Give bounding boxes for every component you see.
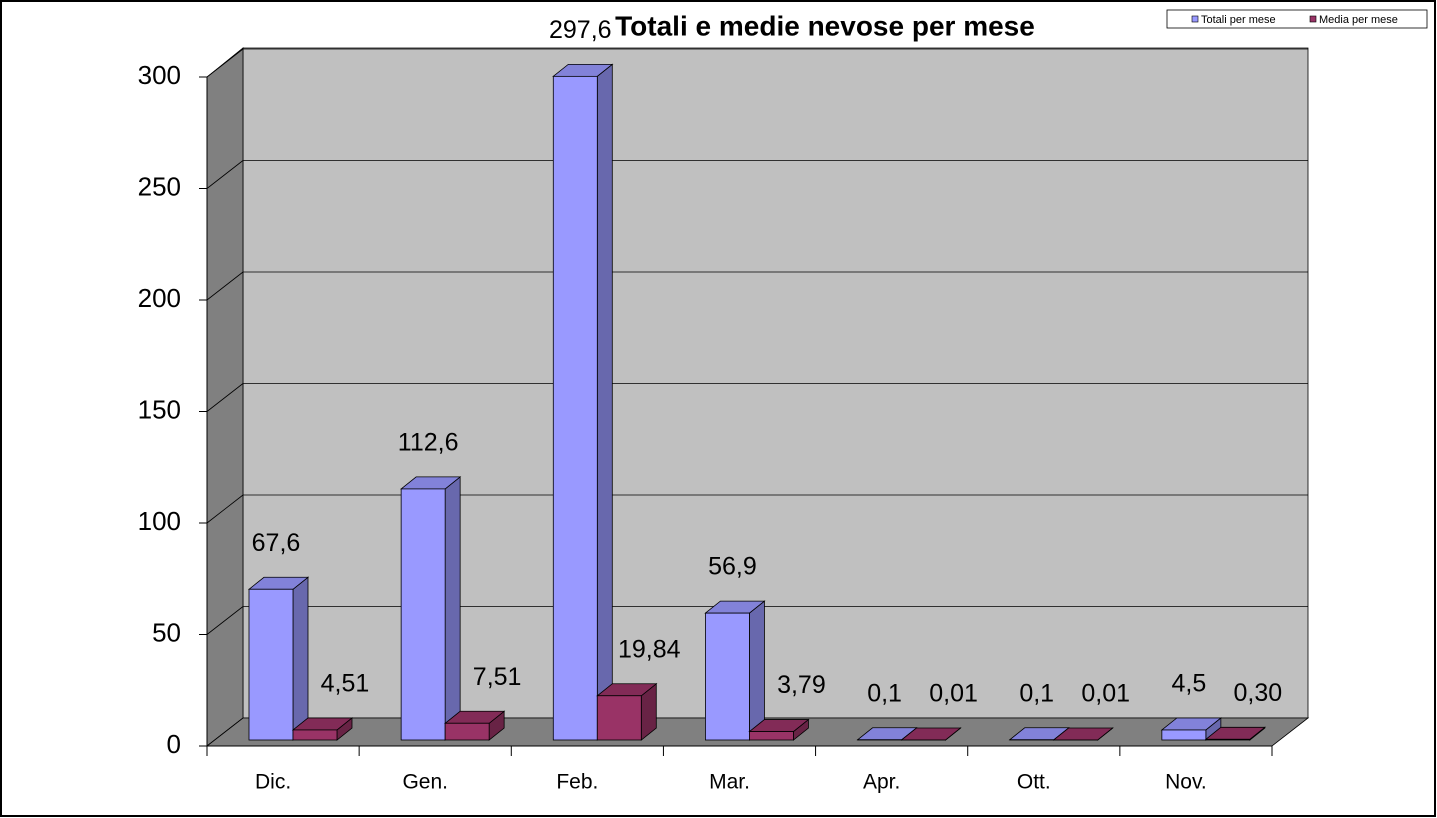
y-tick-label: 100 [138, 506, 181, 536]
x-tick-label: Gen. [402, 771, 448, 794]
bar [749, 731, 794, 741]
bar [400, 488, 446, 741]
x-tick-label: Nov. [1165, 771, 1207, 794]
legend-swatch [1309, 15, 1317, 23]
bar [248, 588, 294, 741]
value-label: 112,6 [398, 429, 459, 457]
x-tick-label: Apr. [863, 771, 900, 794]
x-tick-label: Dic. [255, 771, 291, 794]
legend-swatch [1191, 15, 1199, 23]
y-tick-label: 150 [138, 394, 181, 424]
x-tick-label: Feb. [556, 771, 598, 794]
grid-line-side [206, 494, 244, 524]
bar-side [596, 63, 613, 741]
value-label: 0,01 [1081, 680, 1130, 708]
y-tick-label: 250 [138, 171, 181, 201]
bar-side [292, 576, 309, 741]
grid-line-side [206, 383, 244, 412]
value-label: 4,5 [1171, 670, 1206, 698]
bar [596, 695, 642, 741]
value-label: 19,84 [618, 635, 681, 663]
grid-line-side [206, 271, 244, 301]
legend-label: Totali per mese [1201, 14, 1276, 26]
value-label: 3,79 [777, 671, 826, 699]
bar [552, 75, 598, 741]
value-label: 297,6 [549, 16, 612, 44]
value-label: 4,51 [321, 670, 370, 698]
bar-side [749, 600, 765, 741]
bar [444, 722, 490, 741]
bar [705, 612, 750, 741]
x-tick-label: Ott. [1017, 771, 1051, 794]
legend-label: Media per mese [1319, 14, 1398, 26]
y-tick-label: 200 [138, 283, 181, 313]
value-label: 7,51 [473, 663, 522, 691]
bar [292, 729, 338, 741]
grid-line-side [206, 160, 244, 189]
value-label: 0,1 [1019, 679, 1054, 707]
y-tick-label: 50 [152, 617, 181, 647]
bar-side [444, 476, 461, 741]
grid-line-side [206, 48, 244, 78]
x-tick-label: Mar. [709, 771, 750, 794]
grid-line-side [206, 606, 244, 635]
value-label: 56,9 [708, 553, 757, 581]
legend: Totali per mese Media per mese [1166, 9, 1428, 29]
bar [1205, 738, 1251, 741]
value-label: 0,1 [867, 679, 902, 707]
y-tick-label: 300 [138, 60, 181, 90]
chart-title: Totali e medie nevose per mese [615, 10, 1035, 41]
value-label: 67,6 [252, 529, 301, 557]
y-tick-label: 0 [167, 729, 181, 759]
legend-box [1166, 9, 1428, 29]
value-label: 0,30 [1234, 679, 1283, 707]
bar [1161, 729, 1207, 741]
value-label: 0,01 [929, 680, 978, 708]
